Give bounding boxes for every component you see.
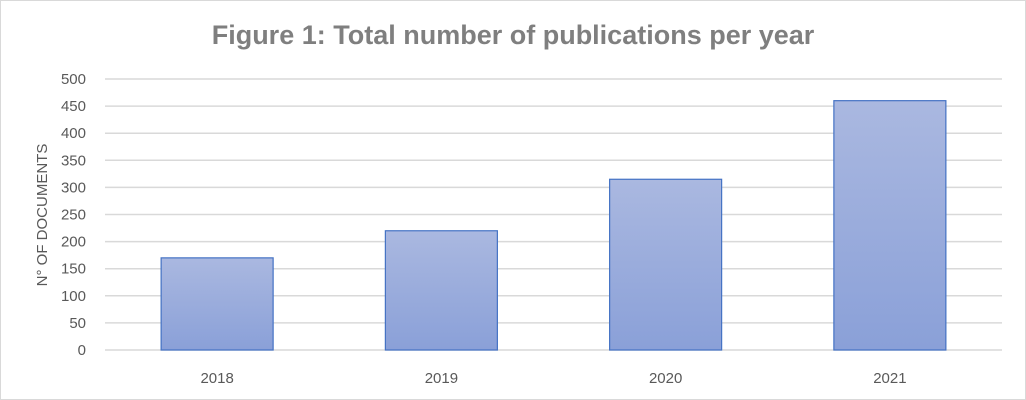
y-tick-label: 0 (78, 342, 86, 359)
bar-2018 (160, 257, 274, 351)
y-tick-label: 250 (61, 207, 86, 224)
x-tick-label: 2019 (425, 370, 458, 387)
y-tick-label: 200 (61, 234, 86, 251)
x-tick-label: 2020 (649, 370, 682, 387)
y-tick-label: 50 (69, 315, 86, 332)
y-axis-label: N° OF DOCUMENTS (34, 144, 51, 287)
y-tick-label: 100 (61, 288, 86, 305)
x-tick-label: 2018 (200, 370, 233, 387)
x-tick-label: 2021 (873, 370, 906, 387)
chart-title: Figure 1: Total number of publications p… (211, 20, 815, 50)
bar-2021 (833, 100, 947, 351)
y-tick-label: 400 (61, 125, 86, 142)
y-tick-label: 500 (61, 71, 86, 88)
y-tick-label: 300 (61, 179, 86, 196)
y-tick-label: 350 (61, 152, 86, 169)
bar-2020 (609, 178, 723, 351)
y-tick-label: 450 (61, 98, 86, 115)
y-tick-label: 150 (61, 261, 86, 278)
bar-2019 (384, 230, 498, 351)
